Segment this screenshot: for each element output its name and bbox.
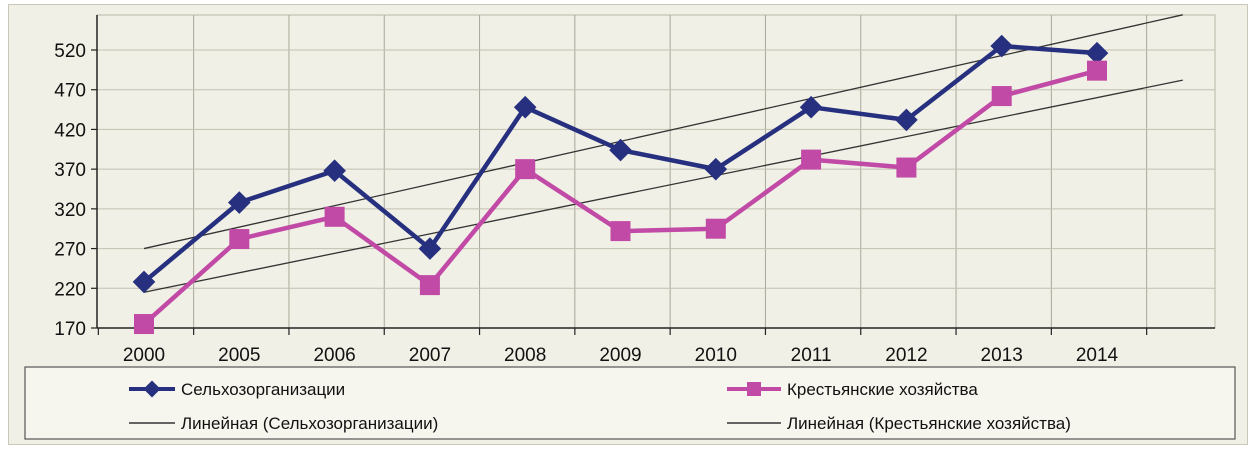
data-point-series-1 bbox=[513, 95, 537, 119]
y-tick-label: 470 bbox=[54, 81, 86, 102]
data-point-series-2 bbox=[515, 159, 536, 180]
legend-marker-series-2 bbox=[747, 382, 761, 396]
data-point-series-2 bbox=[801, 149, 822, 170]
legend-label-trend-1: Линейная (Сельхозорганизации) bbox=[181, 414, 438, 433]
trendlines bbox=[143, 14, 1183, 293]
data-point-series-2 bbox=[705, 218, 726, 239]
y-tick-label: 170 bbox=[54, 319, 86, 340]
data-point-series-2 bbox=[1087, 60, 1107, 81]
tick-labels: 170 220 270 320 370 420 470 520 2000 2005 2006 2007… bbox=[54, 41, 1118, 366]
data-point-series-2 bbox=[896, 157, 917, 178]
x-tick-label: 2012 bbox=[885, 345, 927, 366]
x-tick-label: 2013 bbox=[981, 345, 1023, 366]
legend: Сельхозорганизации Крестьянские хозяйств… bbox=[24, 366, 1236, 440]
legend-box bbox=[24, 366, 1236, 440]
data-point-series-2 bbox=[991, 86, 1012, 107]
data-point-series-1 bbox=[799, 95, 823, 119]
x-tick-label: 2009 bbox=[599, 345, 641, 366]
x-tick-label: 2000 bbox=[123, 345, 165, 366]
x-tick-label: 2005 bbox=[218, 345, 260, 366]
axes bbox=[91, 15, 1215, 335]
data-point-series-2 bbox=[229, 229, 250, 250]
x-tick-label: 2010 bbox=[695, 345, 737, 366]
x-tick-label: 2011 bbox=[791, 345, 832, 366]
legend-label-series-2: Крестьянские хозяйства bbox=[787, 380, 978, 399]
series bbox=[132, 34, 1109, 335]
legend-label-series-1: Сельхозорганизации bbox=[181, 380, 345, 399]
legend-label-trend-2: Линейная (Крестьянские хозяйства) bbox=[787, 414, 1071, 433]
legend-marker-series-1 bbox=[143, 380, 161, 398]
y-tick-label: 520 bbox=[54, 41, 86, 62]
y-tick-label: 370 bbox=[54, 160, 86, 181]
y-tick-label: 420 bbox=[54, 120, 86, 141]
plot-area bbox=[96, 14, 1216, 329]
data-point-series-2 bbox=[610, 221, 631, 242]
x-tick-label: 2008 bbox=[504, 345, 546, 366]
y-tick-label: 220 bbox=[54, 279, 86, 300]
data-point-series-2 bbox=[419, 275, 440, 296]
data-point-series-2 bbox=[324, 206, 345, 227]
chart-frame: 170 220 270 320 370 420 470 520 2000 2005 2006 2007… bbox=[8, 4, 1248, 445]
x-tick-label: 2007 bbox=[409, 345, 451, 366]
trendline-2 bbox=[143, 79, 1183, 293]
data-point-series-2 bbox=[134, 314, 154, 335]
y-tick-label: 270 bbox=[54, 240, 86, 261]
y-tick-label: 320 bbox=[54, 200, 86, 221]
grid bbox=[97, 15, 1215, 328]
data-point-series-1 bbox=[895, 108, 918, 132]
x-tick-label: 2014 bbox=[1076, 345, 1119, 366]
line-chart: 170 220 270 320 370 420 470 520 2000 2005 2006 2007… bbox=[24, 14, 1236, 440]
trendline-1 bbox=[143, 14, 1183, 250]
x-tick-label: 2006 bbox=[313, 345, 355, 366]
